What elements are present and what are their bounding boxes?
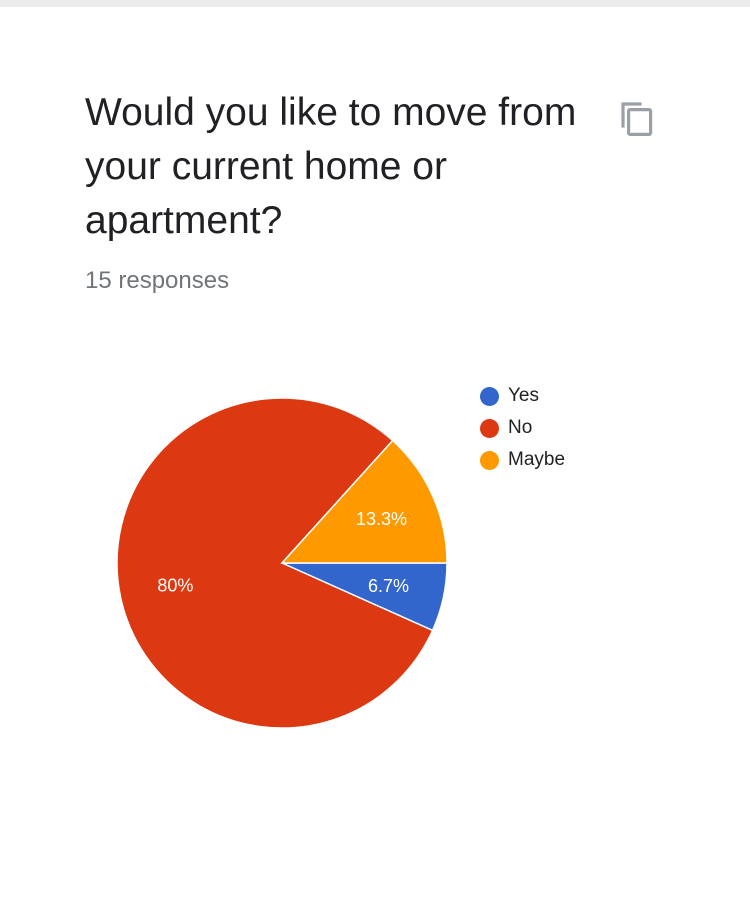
copy-icon: [621, 102, 653, 136]
legend-swatch-yes: [480, 386, 499, 406]
legend-item-maybe[interactable]: Maybe: [480, 444, 565, 476]
legend-item-no[interactable]: No: [480, 412, 565, 444]
top-strip: [0, 0, 750, 7]
legend-swatch-maybe: [480, 450, 499, 470]
response-count: 15 responses: [85, 267, 230, 294]
pie-slice-maybe[interactable]: [280, 439, 448, 564]
legend-swatch-no: [480, 418, 499, 438]
legend-label-no: No: [508, 417, 533, 438]
legend-label-maybe: Maybe: [508, 449, 566, 470]
copy-chart-button[interactable]: [614, 96, 660, 142]
question-title: Would you like to move from your current…: [85, 91, 577, 242]
legend-label-yes: Yes: [508, 385, 539, 406]
slice-label-no: 80%: [157, 575, 193, 595]
slice-label-yes: 6.7%: [368, 576, 409, 596]
chart-legend: Yes No Maybe: [480, 380, 565, 476]
legend-item-yes[interactable]: Yes: [480, 380, 565, 412]
pie-slice-no[interactable]: [116, 397, 434, 729]
slice-label-maybe: 13.3%: [356, 509, 407, 529]
